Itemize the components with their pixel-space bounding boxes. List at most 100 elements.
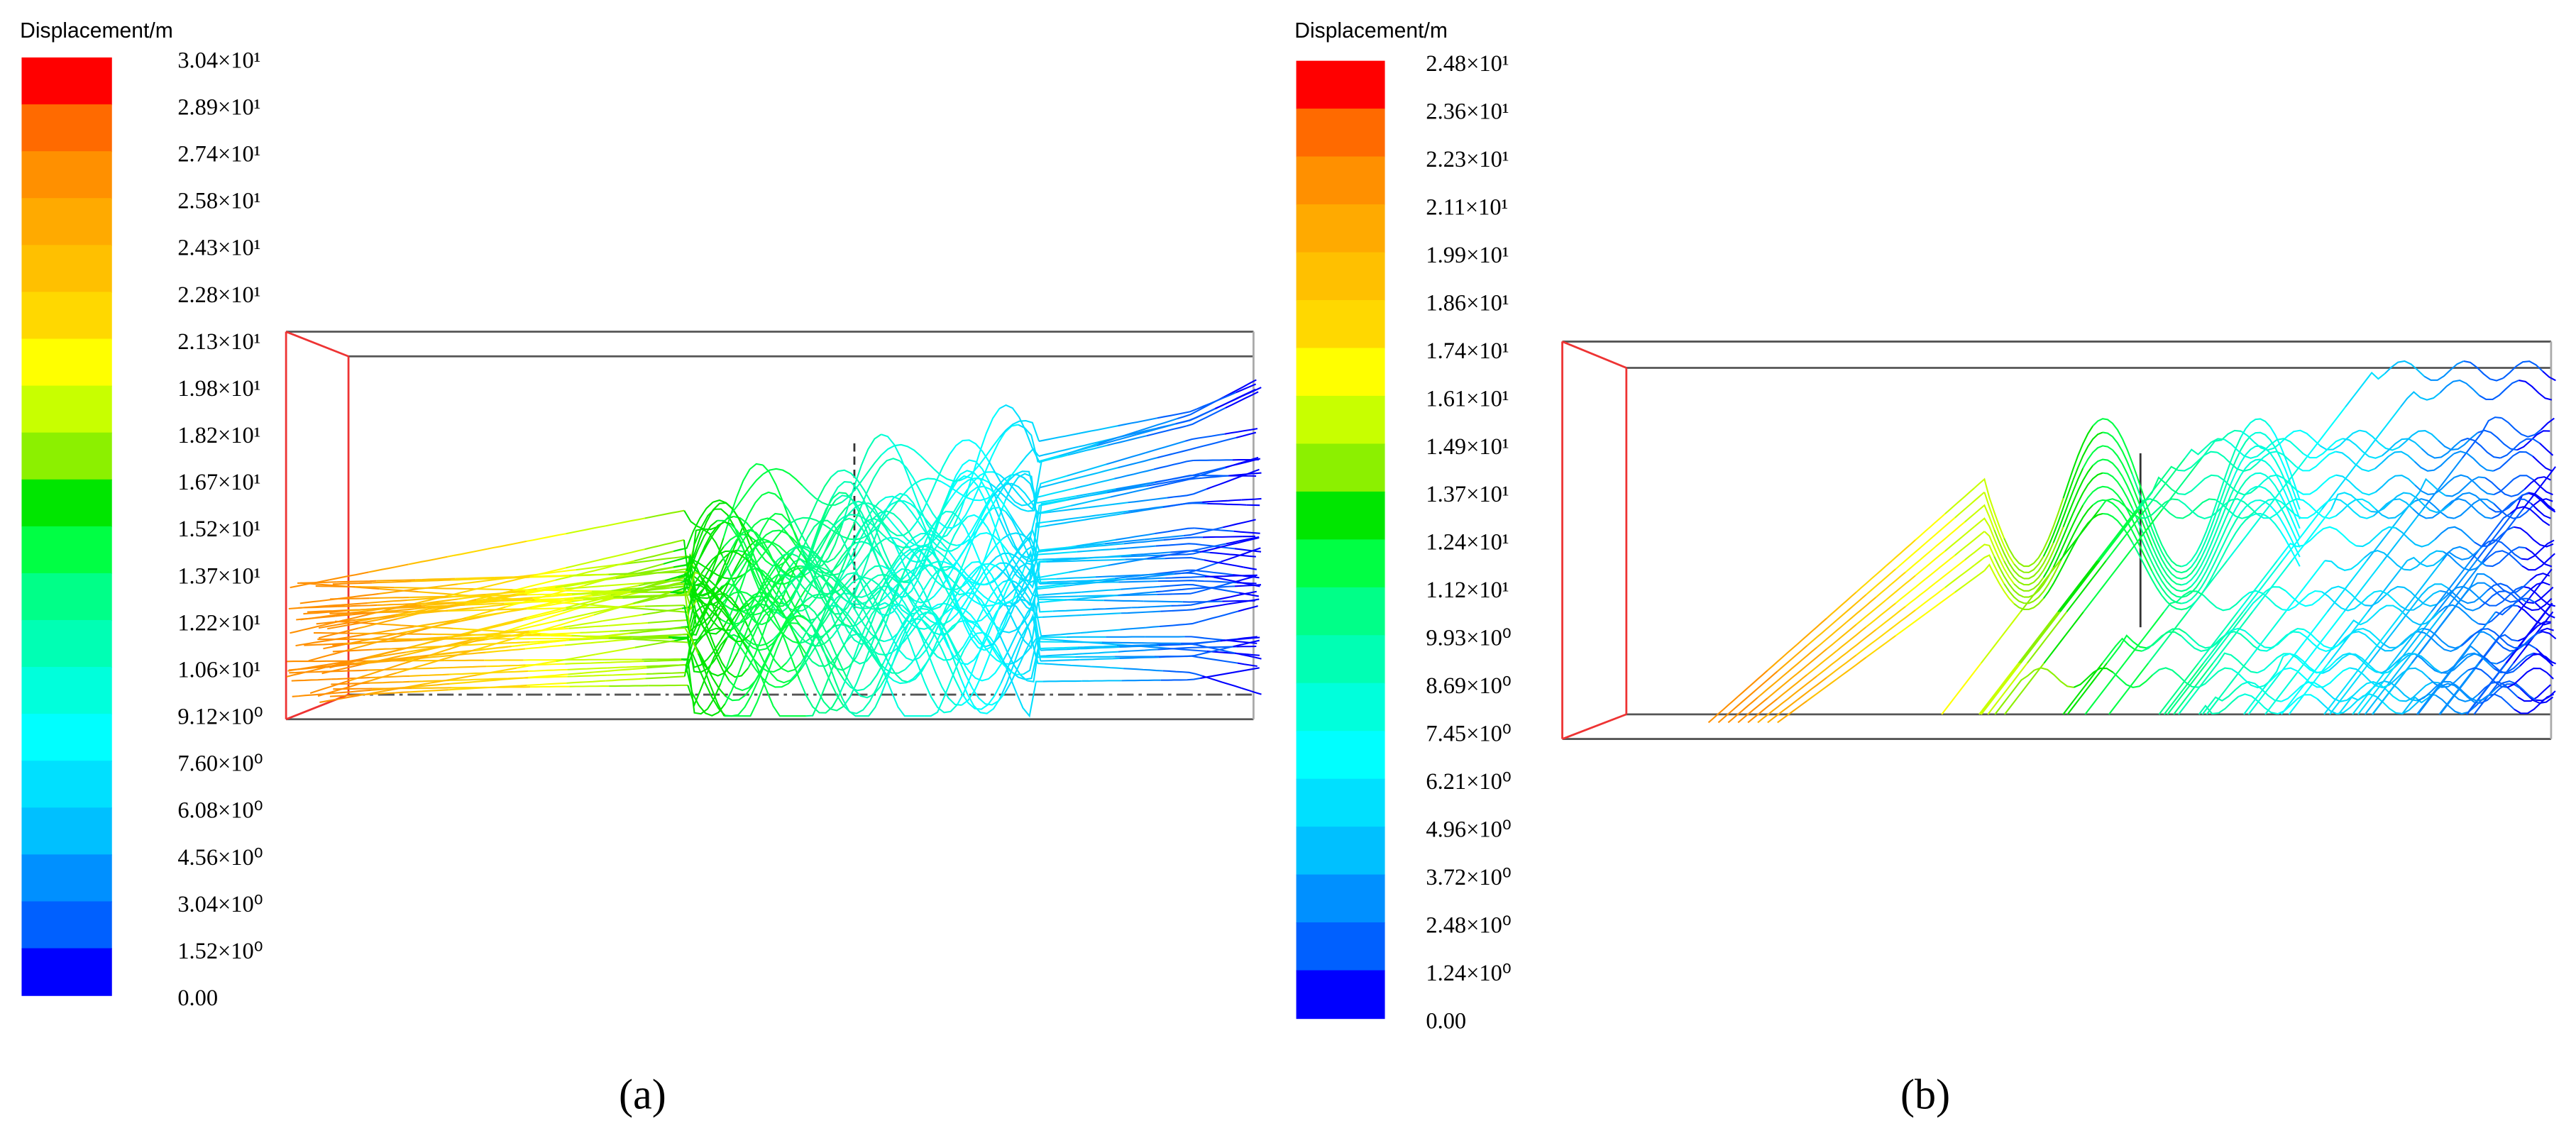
colorbar-band [1296,252,1385,302]
streamline [567,674,607,678]
streamline [2460,437,2501,459]
streamline [1796,648,1827,675]
streamline [2528,492,2555,512]
streamline [337,604,378,607]
streamline [2395,527,2435,548]
streamline [591,590,632,593]
streamline [642,607,683,616]
colorbar-label: 1.86×10¹ [1426,290,1509,316]
streamline [805,642,846,667]
streamline [2279,530,2301,567]
streamline [737,574,778,653]
streamline [1040,658,1080,662]
streamline [1964,543,1996,561]
streamline [2330,492,2372,512]
streamline [425,604,466,608]
streamline [1089,510,1129,517]
streamline [1116,643,1157,647]
streamline [1146,425,1187,437]
streamline [985,580,1026,648]
streamline [970,477,1011,565]
streamline [569,637,609,641]
streamline [1197,580,1237,584]
streamline [566,525,606,535]
streamline [761,668,803,688]
streamline [1039,653,1079,657]
streamline [927,516,969,597]
streamline [1160,607,1201,612]
streamline [360,655,401,665]
streamline [798,679,840,714]
streamline [568,670,608,675]
streamline [761,551,802,626]
streamline [2436,560,2477,613]
streamline [1235,431,1257,438]
streamline [2072,512,2103,547]
streamline [411,636,451,641]
streamline [2220,515,2251,560]
streamline [1160,551,1201,556]
streamline [723,534,764,549]
streamline [847,517,888,554]
streamline [2456,685,2497,702]
streamline [331,689,371,695]
streamline [563,620,604,628]
streamline [1980,611,2022,664]
streamline [938,487,980,529]
colorbar-band [1296,587,1385,636]
streamline [527,675,568,679]
streamline [1165,556,1204,561]
colorbar-label: 1.52×10⁰ [177,939,263,964]
streamline [1767,699,1798,724]
streamline [2082,445,2113,469]
streamline [854,541,896,578]
streamline [532,600,572,609]
streamline [2296,451,2336,472]
streamline [2291,509,2333,561]
streamline [566,606,606,609]
streamline [2102,431,2133,475]
streamline [991,482,1033,503]
streamline [374,623,414,627]
streamline [1059,443,1099,457]
streamline [1184,433,1225,442]
streamline [414,625,453,629]
streamlines [286,360,2557,724]
streamline [841,565,882,613]
colorbar-band [21,198,112,246]
streamline [2240,418,2271,438]
streamline [881,443,922,457]
streamline [1209,551,1250,557]
streamline [2506,611,2547,664]
streamline [564,641,605,646]
streamline [1068,564,1108,573]
streamline [1106,452,1146,465]
streamline [2269,465,2301,529]
streamline [573,596,614,600]
streamline [434,587,473,590]
streamline [2106,634,2147,664]
streamline [2338,631,2379,648]
streamline [2367,560,2408,613]
streamline [329,571,369,581]
streamline [2152,667,2193,687]
streamline [2377,680,2418,702]
streamline [2033,526,2064,583]
streamline [2499,438,2541,459]
streamline [999,613,1040,699]
streamline [1023,549,1064,590]
streamline [2303,629,2344,649]
streamline [1084,543,1124,548]
streamline [2360,590,2401,607]
streamline [2514,526,2554,548]
streamline [1796,617,1827,646]
streamline [2138,498,2179,519]
streamline [2141,511,2173,575]
streamline [400,646,441,657]
colorbar-label: 2.11×10¹ [1426,194,1508,220]
streamline [396,661,436,674]
streamline [762,570,803,629]
streamline [485,664,526,668]
streamline [1757,698,1788,724]
streamline [372,647,412,651]
